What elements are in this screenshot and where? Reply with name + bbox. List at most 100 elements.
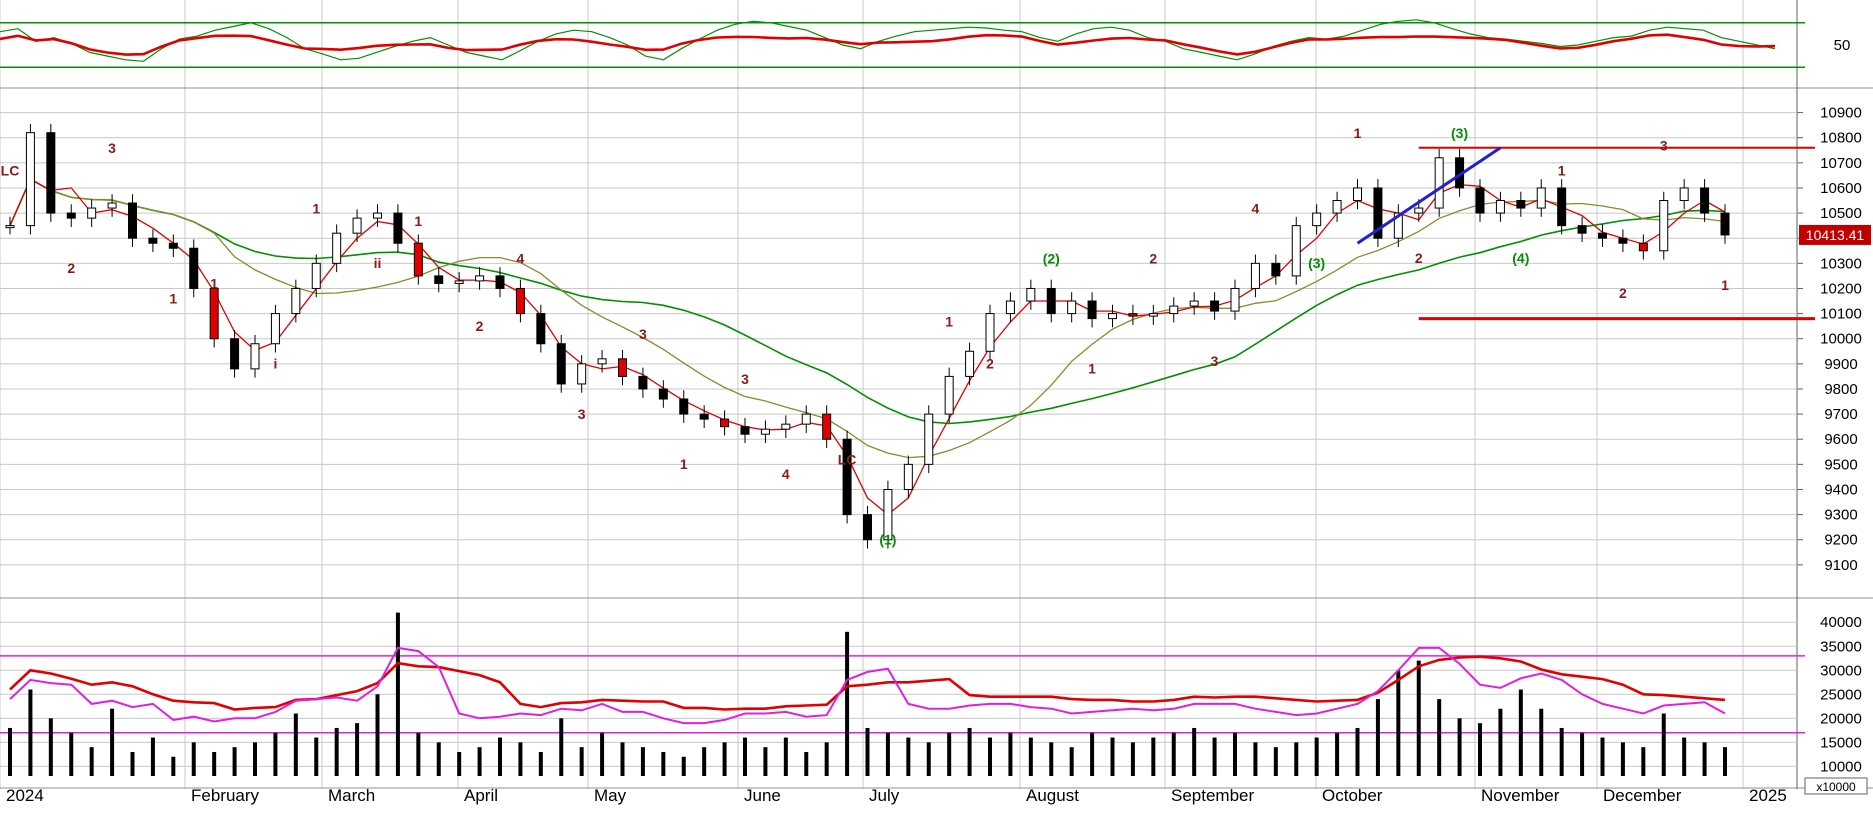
- month-label: June: [744, 786, 781, 805]
- candle-body: [760, 428, 770, 435]
- volume-bar: [1416, 660, 1421, 776]
- wave-label: (4): [1512, 250, 1529, 266]
- volume-bar: [1008, 732, 1013, 776]
- price-tick-label: 10900: [1820, 105, 1862, 122]
- osc-fast-line: [0, 19, 1776, 62]
- volume-bar: [1130, 742, 1135, 776]
- candle-body: [842, 438, 852, 516]
- volume-bar: [1151, 737, 1156, 776]
- candle-body: [1250, 262, 1260, 289]
- candle-body: [1026, 287, 1036, 302]
- volume-bar: [48, 718, 53, 776]
- volume-bar: [28, 689, 33, 776]
- volume-bar: [538, 751, 543, 776]
- volume-bar: [232, 747, 237, 776]
- volume-bar: [947, 732, 952, 776]
- volume-bar: [273, 732, 278, 776]
- candle-body: [1638, 242, 1648, 252]
- candle-body: [87, 207, 97, 219]
- multiplier-box: [1804, 777, 1868, 795]
- price-tick-label: 10500: [1820, 205, 1862, 222]
- candle-body: [577, 363, 587, 385]
- month-label: November: [1481, 786, 1560, 805]
- volume-panel: [0, 612, 1805, 776]
- price-tick-label: 9200: [1824, 532, 1857, 549]
- price-tick-label: 10700: [1820, 155, 1862, 172]
- candle-body: [1332, 200, 1342, 214]
- volume-bar: [661, 751, 666, 776]
- wave-label: LC: [1, 163, 20, 179]
- candle-body: [1659, 200, 1669, 252]
- wave-label: 1: [1088, 361, 1096, 377]
- volume-tick-label: 40000: [1820, 614, 1862, 631]
- month-label: September: [1171, 786, 1254, 805]
- wave-label: 1: [680, 456, 688, 472]
- volume-bar: [1396, 670, 1401, 776]
- candle-body: [189, 247, 199, 289]
- volume-bar: [824, 742, 829, 776]
- volume-bar: [1090, 732, 1095, 776]
- volume-bar: [906, 737, 911, 776]
- candle-body: [1598, 232, 1607, 239]
- candle-body: [230, 338, 240, 370]
- volume-bar: [110, 708, 115, 776]
- month-label: 2024: [6, 786, 44, 805]
- volume-bar: [1375, 699, 1380, 776]
- candle-body: [1087, 300, 1097, 320]
- volume-bar: [640, 747, 645, 776]
- volume-bar: [885, 732, 890, 776]
- wave-label: (3): [1308, 255, 1325, 271]
- candle-body: [1005, 300, 1015, 315]
- wave-label: 2: [986, 356, 994, 372]
- candle-body: [597, 358, 607, 365]
- candle-body: [1271, 262, 1281, 277]
- candle-body: [679, 398, 689, 415]
- wave-label: 1: [312, 200, 320, 216]
- wave-label: 2: [67, 260, 75, 276]
- volume-tick-label: 25000: [1820, 686, 1862, 703]
- candle-body: [801, 413, 811, 425]
- candle-body: [475, 275, 485, 282]
- candle-body: [1516, 200, 1526, 209]
- candle-body: [863, 514, 872, 541]
- candle-body: [720, 418, 730, 428]
- price-panel: LC 2 3 1 1 i 1 ii 1 2 4 3 3 1 3 4 LC (1) 1 2 (2) 1 2 3 4 (3) 1 2 (3)…: [1, 123, 1815, 549]
- candle-body: [413, 242, 423, 277]
- wave-label: 3: [1211, 353, 1219, 369]
- price-tick-label: 9700: [1824, 406, 1857, 423]
- candle-body: [699, 413, 709, 420]
- candle-body: [311, 262, 321, 289]
- candle-body: [1557, 187, 1567, 227]
- volume-bar: [1559, 727, 1564, 776]
- wave-label: 2: [476, 318, 484, 334]
- wave-label: 3: [741, 371, 749, 387]
- volume-bar: [702, 747, 707, 776]
- candle-body: [1230, 287, 1240, 312]
- candle-body: [168, 242, 178, 249]
- month-label: July: [869, 786, 900, 805]
- volume-bar: [1028, 737, 1033, 776]
- volume-tick-label: 35000: [1820, 638, 1862, 655]
- candle-body: [944, 375, 954, 415]
- volume-bar: [436, 742, 441, 776]
- volume-bar: [1478, 723, 1482, 776]
- volume-bar: [967, 727, 972, 776]
- month-label: April: [464, 786, 498, 805]
- candle-body: [883, 488, 893, 541]
- price-tick-label: 9300: [1824, 507, 1857, 524]
- volume-bar: [926, 742, 931, 776]
- candle-body: [658, 388, 668, 400]
- wave-label: (2): [1043, 251, 1060, 267]
- volume-bar: [845, 631, 850, 776]
- candle-body: [1434, 157, 1444, 209]
- volume-bar: [8, 727, 12, 776]
- candle-body: [1067, 300, 1077, 315]
- wave-label: (1): [879, 531, 896, 547]
- volume-bar: [1192, 727, 1197, 776]
- volume-bar: [1273, 747, 1278, 776]
- price-tick-label: 10200: [1820, 280, 1862, 297]
- candle-body: [1393, 212, 1403, 239]
- wave-label: 3: [639, 326, 647, 342]
- volume-bar: [171, 756, 176, 776]
